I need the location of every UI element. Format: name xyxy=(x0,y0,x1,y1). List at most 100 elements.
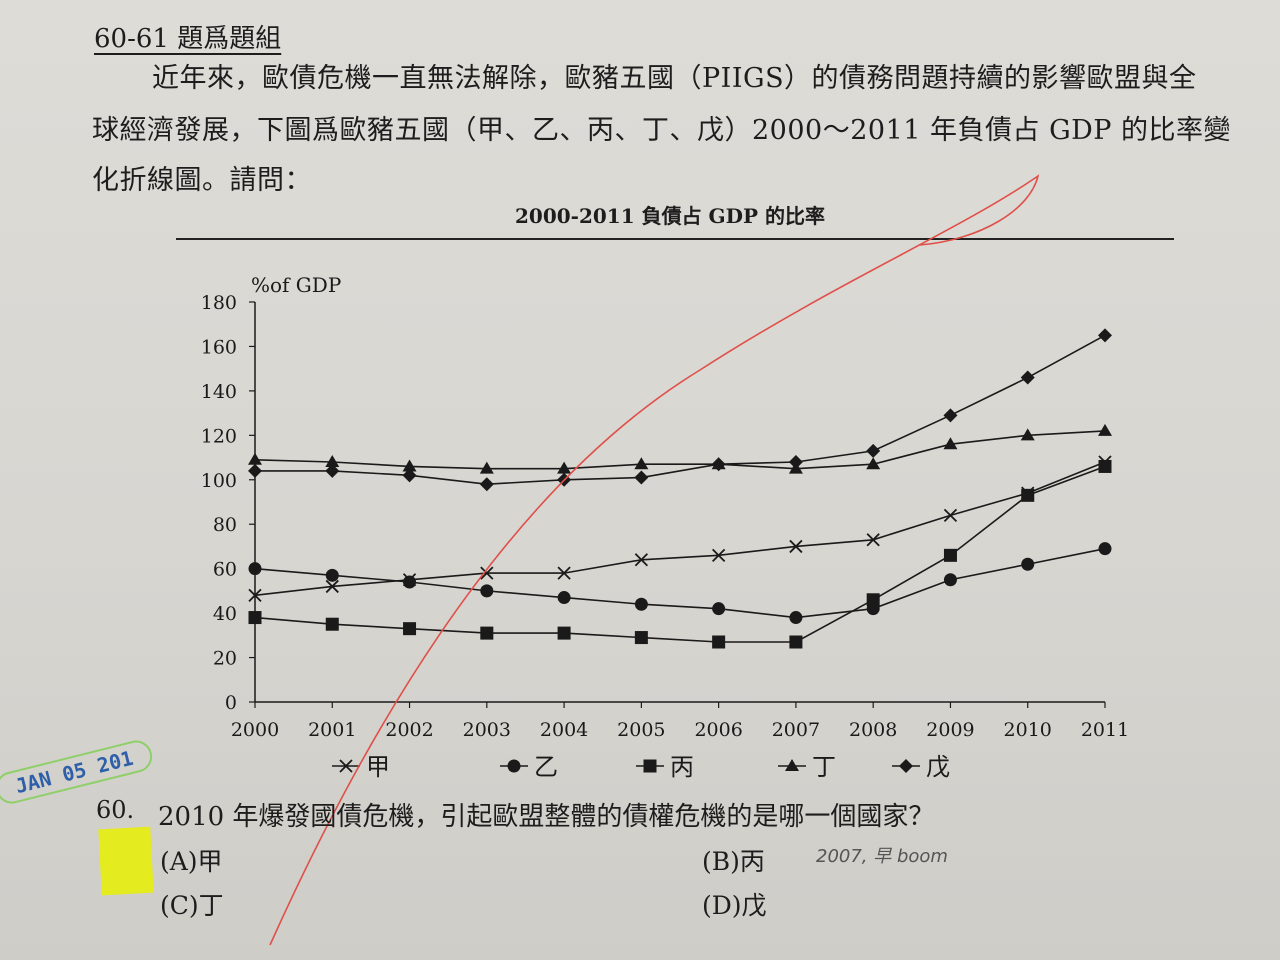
y-tick-label: 0 xyxy=(225,692,237,714)
data-point-triangle xyxy=(248,452,262,465)
data-point-square xyxy=(1021,488,1035,502)
data-point-circle xyxy=(1021,557,1035,571)
chart-title-rule xyxy=(176,238,1174,240)
data-point-circle xyxy=(403,575,417,589)
legend-marker-circle xyxy=(507,759,521,773)
x-tick-label: 2000 xyxy=(231,719,279,741)
data-point-square xyxy=(943,548,957,562)
y-tick-label: 40 xyxy=(213,603,237,625)
data-point-square xyxy=(712,635,726,649)
data-point-triangle xyxy=(479,461,494,474)
data-point-square xyxy=(1098,459,1112,473)
handwritten-note: 2007, 早 boom xyxy=(816,846,948,867)
data-point-triangle xyxy=(325,455,340,467)
y-tick-label: 160 xyxy=(201,336,237,358)
data-point-circle xyxy=(248,562,262,576)
x-tick-label: 2008 xyxy=(849,719,897,741)
data-point-x xyxy=(943,508,958,522)
data-point-x xyxy=(866,533,880,547)
x-tick-label: 2004 xyxy=(540,719,588,741)
option-d[interactable]: (D)戊 xyxy=(702,891,767,920)
x-tick-label: 2005 xyxy=(617,719,665,741)
data-point-triangle xyxy=(402,459,417,472)
legend-marker-diamond xyxy=(899,759,913,773)
data-point-square xyxy=(866,593,880,607)
data-point-circle xyxy=(634,597,648,611)
y-tick-label: 180 xyxy=(201,292,237,314)
data-point-square xyxy=(557,626,571,640)
data-point-x xyxy=(711,548,726,562)
intro-paragraph-line-1: 近年來，歐債危機一直無法解除，歐豬五國（PIIGS）的債務問題持續的影響歐盟與全 xyxy=(152,63,1197,94)
data-point-square xyxy=(789,635,803,649)
legend-label: 丁 xyxy=(812,753,836,781)
legend-label: 甲 xyxy=(366,753,390,781)
data-point-circle xyxy=(943,573,957,587)
y-tick-label: 60 xyxy=(213,559,237,581)
intro-paragraph-line-3: 化折線圖。請問： xyxy=(92,165,312,196)
data-point-diamond xyxy=(634,470,649,485)
x-tick-label: 2009 xyxy=(926,719,974,741)
chart-legend: 甲乙丙丁戊 xyxy=(332,753,950,781)
question-text: 2010 年爆發國債危機，引起歐盟整體的債權危機的是哪一個國家？ xyxy=(158,802,935,832)
y-tick-label: 100 xyxy=(201,470,237,492)
intro-paragraph-line-2: 球經濟發展，下圖爲歐豬五國（甲、乙、丙、丁、戊）2000～2011 年負債占 G… xyxy=(92,115,1232,146)
chart-series xyxy=(248,328,1112,649)
data-point-triangle xyxy=(634,457,649,470)
data-point-square xyxy=(480,626,494,640)
x-tick-label: 2006 xyxy=(694,719,742,741)
legend-label: 乙 xyxy=(534,753,558,781)
data-point-x xyxy=(325,579,339,594)
question-number: 60. xyxy=(96,796,135,824)
data-point-diamond xyxy=(788,455,803,469)
data-point-diamond xyxy=(943,408,958,423)
data-point-square xyxy=(325,617,339,631)
data-point-x xyxy=(789,539,803,554)
data-point-x xyxy=(480,566,494,580)
series-line-triangle xyxy=(254,430,1106,470)
data-point-triangle xyxy=(866,457,881,470)
red-pen-annotation xyxy=(269,174,1040,946)
y-axis-label: %of GDP xyxy=(251,273,341,297)
data-point-x xyxy=(248,588,262,602)
y-tick-label: 120 xyxy=(201,425,237,447)
series-line-x xyxy=(254,461,1106,597)
data-point-circle xyxy=(557,591,571,605)
legend-marker-triangle xyxy=(785,759,799,771)
legend-marker-square xyxy=(643,759,657,773)
series-line-square xyxy=(254,465,1106,643)
legend-label: 戊 xyxy=(926,753,950,781)
x-tick-label: 2007 xyxy=(772,719,820,741)
data-point-triangle xyxy=(1020,428,1035,441)
data-point-diamond xyxy=(1098,328,1112,343)
y-tick-label: 20 xyxy=(213,648,237,670)
option-c[interactable]: (C)丁 xyxy=(160,891,224,920)
option-b[interactable]: (B)丙 xyxy=(702,847,765,876)
chart-title: 2000-2011 負債占 GDP 的比率 xyxy=(515,204,825,228)
series-square xyxy=(248,459,1112,649)
sticky-note xyxy=(98,826,154,896)
data-point-diamond xyxy=(1020,370,1035,385)
data-point-x xyxy=(557,566,571,580)
x-tick-label: 2003 xyxy=(463,719,511,741)
data-point-triangle xyxy=(557,461,572,474)
option-a[interactable]: (A)甲 xyxy=(160,847,223,876)
data-point-diamond xyxy=(402,468,417,483)
data-point-triangle xyxy=(943,437,958,450)
x-tick-label: 2010 xyxy=(1004,719,1052,741)
data-point-diamond xyxy=(866,443,881,458)
series-circle xyxy=(248,542,1112,625)
data-point-square xyxy=(248,611,262,625)
data-point-x xyxy=(634,553,649,567)
series-line-circle xyxy=(254,547,1106,619)
question-group-heading: 60-61 題爲題組 xyxy=(94,24,282,54)
data-point-diamond xyxy=(711,457,726,472)
legend-label: 丙 xyxy=(670,753,694,781)
data-point-circle xyxy=(480,584,494,598)
data-point-square xyxy=(403,622,417,636)
y-tick-label: 80 xyxy=(213,514,237,536)
data-point-diamond xyxy=(248,463,262,478)
legend-marker-x xyxy=(339,759,353,773)
data-point-circle xyxy=(712,602,726,616)
data-point-circle xyxy=(789,611,803,625)
